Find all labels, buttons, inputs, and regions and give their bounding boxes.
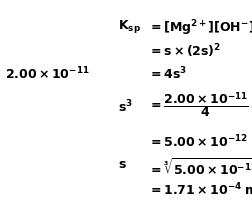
Text: $\mathbf{= \sqrt[3]{5.00 \times 10^{-12}}}$: $\mathbf{= \sqrt[3]{5.00 \times 10^{-12}… xyxy=(148,158,252,179)
Text: $\mathbf{K_{sp}}$: $\mathbf{K_{sp}}$ xyxy=(118,18,141,35)
Text: $\mathbf{s}$: $\mathbf{s}$ xyxy=(118,158,127,171)
Text: $\mathbf{= 5.00 \times 10^{-12}}$: $\mathbf{= 5.00 \times 10^{-12}}$ xyxy=(148,134,248,151)
Text: $\mathbf{s^{3}}$: $\mathbf{s^{3}}$ xyxy=(118,99,133,116)
Text: $\mathbf{2.00 \times 10^{-11}}$: $\mathbf{2.00 \times 10^{-11}}$ xyxy=(5,66,90,83)
Text: $\mathbf{= s \times (2s)^{2}}$: $\mathbf{= s \times (2s)^{2}}$ xyxy=(148,42,221,60)
Text: $\mathbf{= 4s^{3}}$: $\mathbf{= 4s^{3}}$ xyxy=(148,66,187,83)
Text: $\mathbf{= 1.71 \times 10^{-4} \ mol \ dm^{-3}}$: $\mathbf{= 1.71 \times 10^{-4} \ mol \ d… xyxy=(148,182,252,199)
Text: $\mathbf{= [Mg^{2+}][OH^{-}]^{2}}$: $\mathbf{= [Mg^{2+}][OH^{-}]^{2}}$ xyxy=(148,18,252,38)
Text: $\mathbf{= \dfrac{2.00 \times 10^{-11}}{4}}$: $\mathbf{= \dfrac{2.00 \times 10^{-11}}{… xyxy=(148,90,249,120)
